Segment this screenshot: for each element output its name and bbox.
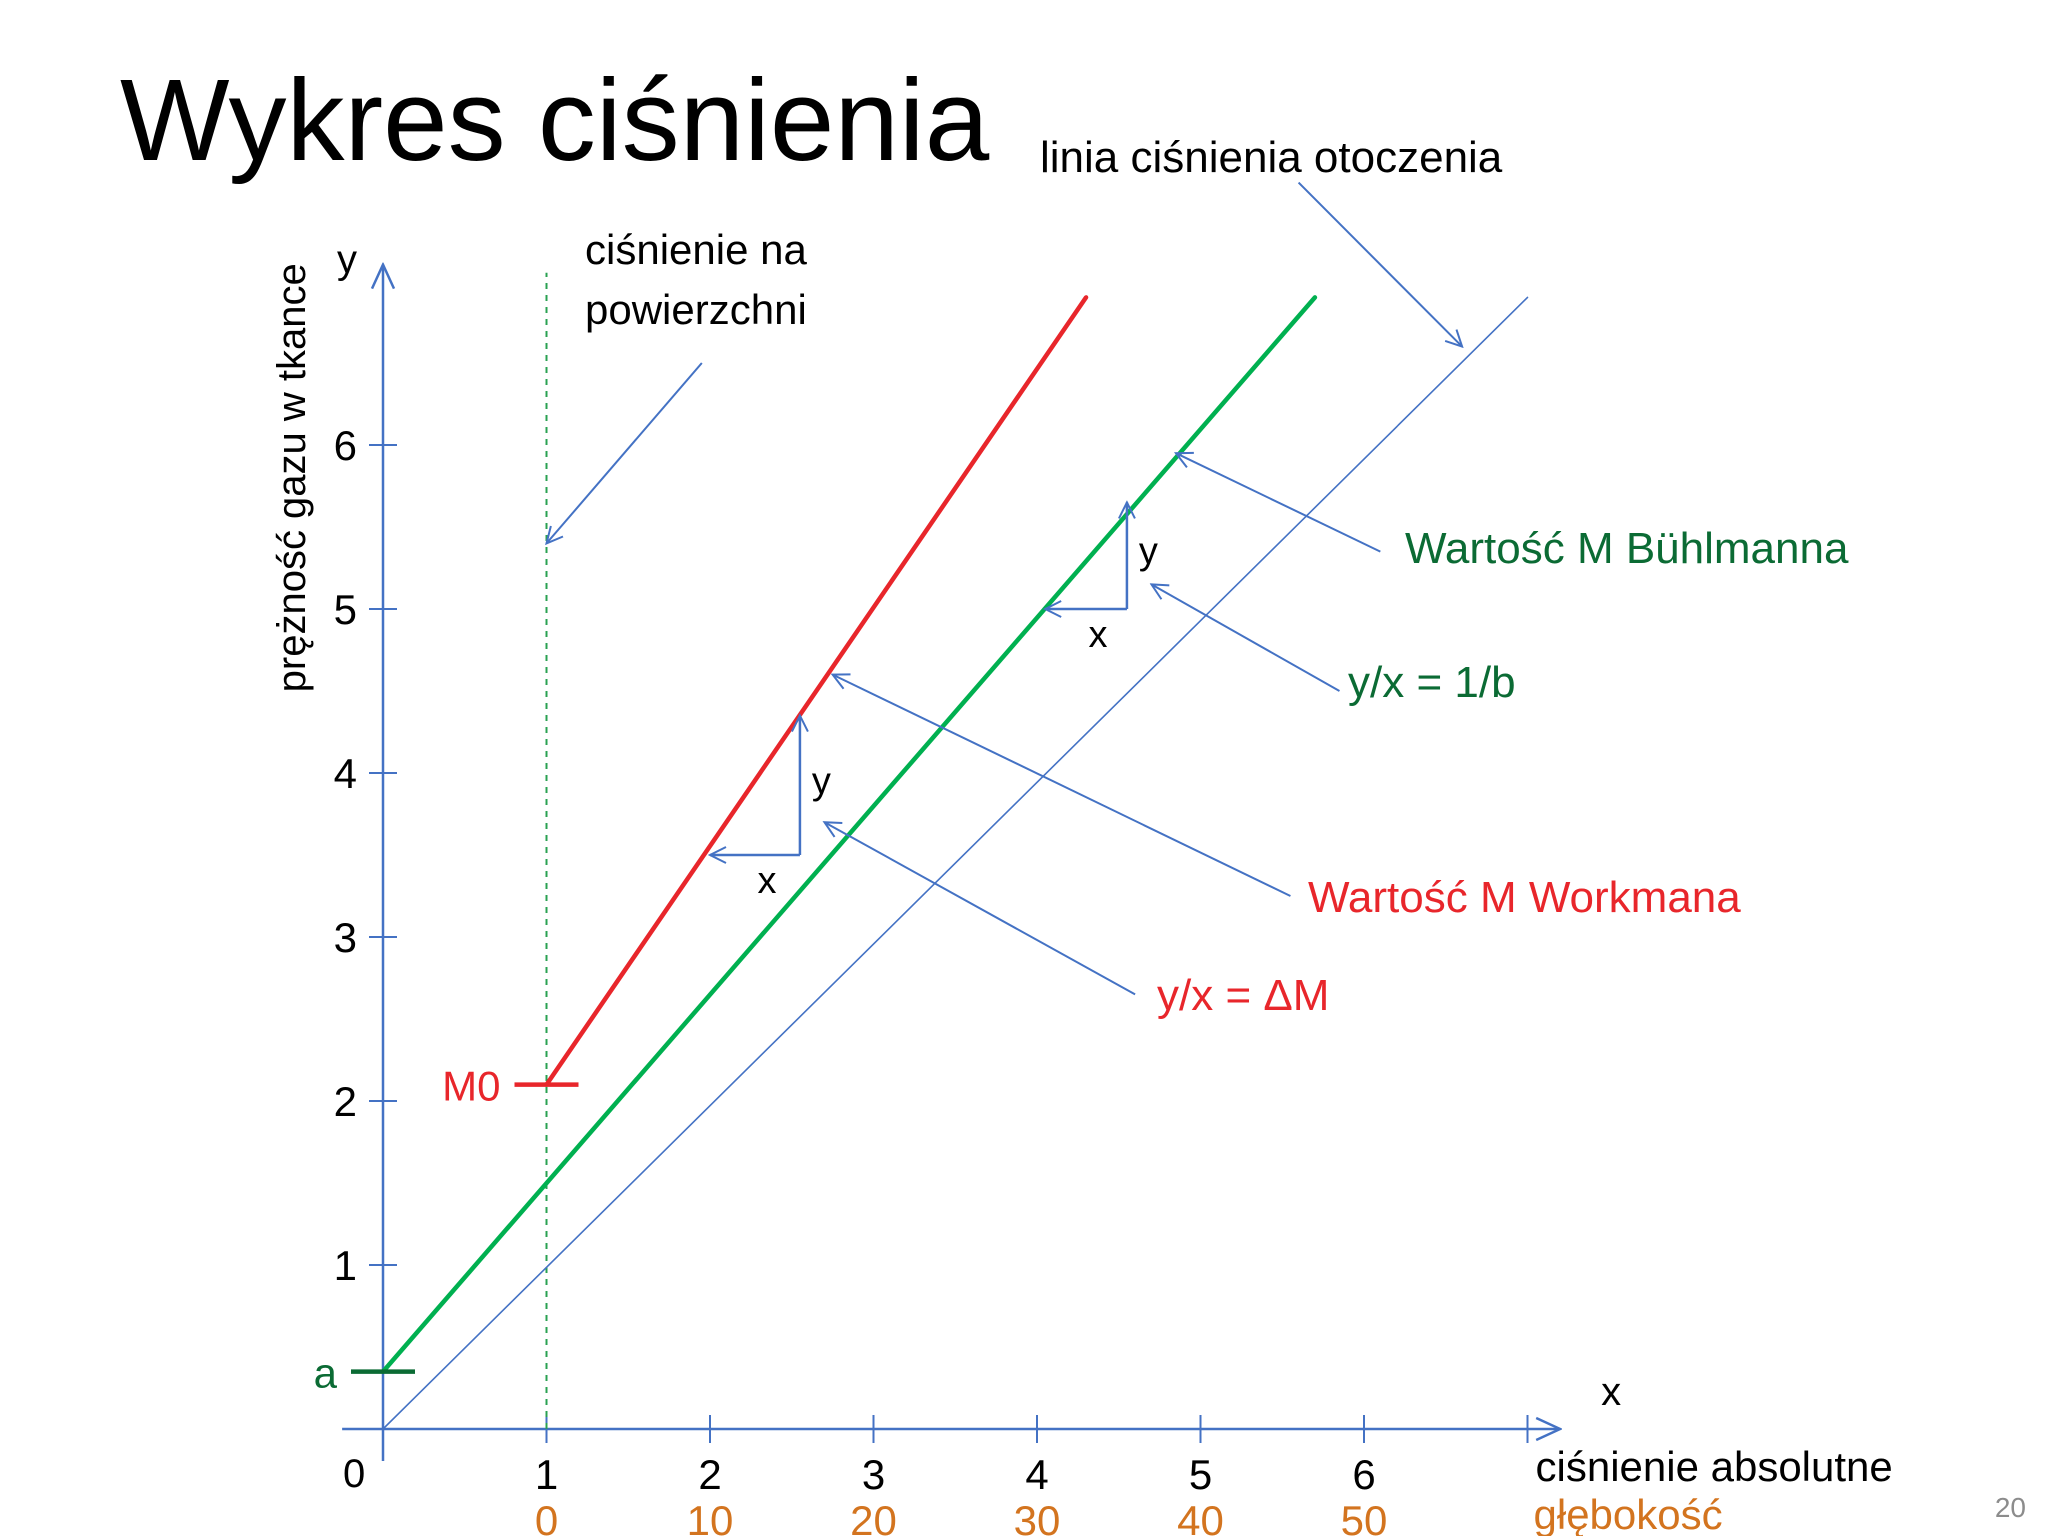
slide-title: Wykres ciśnienia — [120, 55, 990, 185]
annotation-arrow-ratio_b — [1151, 584, 1340, 692]
annotation-arrow-ratio_dm — [824, 822, 1136, 996]
y-axis-letter: y — [337, 238, 357, 282]
page-number: 20 — [1994, 1492, 2026, 1523]
y-ticks: 1 2 3 4 5 6 — [334, 422, 397, 1289]
annotation-label-linia: linia ciśnienia otoczenia — [1040, 133, 1503, 182]
annotation-arrow-linia — [1297, 181, 1463, 347]
annotation-arrow-workman — [833, 675, 1291, 897]
y-tick-label: 2 — [334, 1078, 357, 1125]
depth-tick-label: 50 — [1341, 1497, 1388, 1536]
y-tick-label: 3 — [334, 914, 357, 961]
slope-x-label: x — [757, 860, 776, 902]
markers: M0 a — [314, 1063, 579, 1397]
annotation-arrow-buhlmann — [1176, 453, 1381, 553]
y-tick-label: 1 — [334, 1242, 357, 1289]
depth-axis-title: głębokość — [1534, 1491, 1723, 1536]
x-axis-letter: x — [1601, 1370, 1621, 1414]
annotation-arrow-powierzchnia — [547, 362, 703, 543]
depth-tick-label: 30 — [1014, 1497, 1061, 1536]
x-tick-label: 3 — [862, 1451, 885, 1498]
annotation-label-powierzchnia: ciśnienie na — [585, 226, 807, 273]
series-line-linia-ci-nienia-otoczenia — [382, 296, 1529, 1430]
y-tick-label: 6 — [334, 422, 357, 469]
annotation-label-ratio_dm: y/x = ΔM — [1157, 971, 1329, 1020]
x-axis-title: ciśnienie absolutne — [1536, 1443, 1893, 1490]
x-tick-label: 4 — [1025, 1451, 1048, 1498]
annotation-label-powierzchnia: powierzchni — [585, 286, 807, 333]
series-lines — [380, 295, 1529, 1430]
x-tick-label: 5 — [1189, 1451, 1212, 1498]
slope-y-label: y — [1139, 531, 1158, 573]
annotation-label-ratio_b: y/x = 1/b — [1348, 658, 1516, 707]
x-tick-label: 6 — [1352, 1451, 1375, 1498]
y-axis-title: prężność gazu w tkance — [270, 263, 314, 692]
origin-label: 0 — [343, 1452, 365, 1496]
marker-label-m0: M0 — [442, 1063, 500, 1110]
depth-tick-label: 40 — [1177, 1497, 1224, 1536]
x-tick-label: 1 — [535, 1451, 558, 1498]
depth-tick-label: 10 — [687, 1497, 734, 1536]
depth-tick-label: 20 — [850, 1497, 897, 1536]
series-line-warto-m-workmana — [544, 295, 1089, 1087]
slope-y-label: y — [812, 760, 831, 802]
slope-x-label: x — [1089, 614, 1108, 656]
series-line-warto-m-b-hlmanna — [380, 295, 1318, 1374]
y-tick-label: 5 — [334, 586, 357, 633]
annotations: linia ciśnienia otoczenia ciśnienie na pow… — [547, 133, 1849, 1020]
annotation-label-buhlmann: Wartość M Bühlmanna — [1405, 524, 1849, 573]
y-tick-label: 4 — [334, 750, 357, 797]
x-tick-label: 2 — [698, 1451, 721, 1498]
depth-tick-label: 0 — [535, 1497, 558, 1536]
marker-label-a: a — [314, 1350, 338, 1397]
annotation-label-workman: Wartość M Workmana — [1308, 873, 1741, 922]
